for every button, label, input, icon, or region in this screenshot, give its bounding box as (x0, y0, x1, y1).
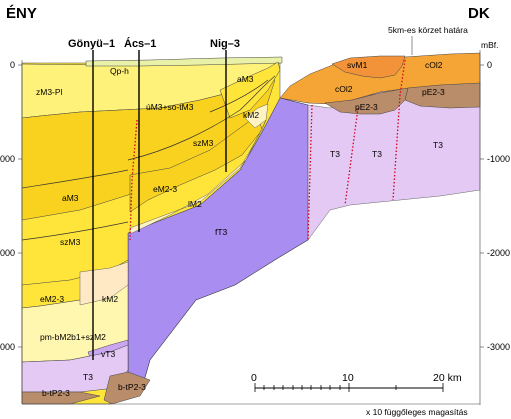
lm2-body (129, 119, 267, 235)
scale-label-20: 20 km (433, 372, 462, 384)
fault-1 (307, 104, 313, 241)
top-note: 5km-es körzet határa (388, 25, 468, 35)
depth-right-3: -3000 (487, 342, 510, 352)
well-label-nig-3: Nig–3 (210, 38, 240, 50)
unit-svm1: svM1 (347, 60, 368, 70)
scale-label-10: 10 (342, 372, 354, 384)
btp23-mid-body (103, 371, 151, 405)
unit-col2-right: cOl2 (425, 60, 443, 70)
wells (92, 50, 227, 360)
unit-qph: Qp-h (110, 66, 129, 76)
svm1-body (331, 55, 406, 79)
km2-top-body (244, 103, 269, 129)
datum-label: mBf. (481, 40, 498, 50)
unit-km2-top: kM2 (243, 110, 259, 120)
am3-top-body (219, 61, 281, 119)
unit-em23-left: eM2-3 (40, 294, 64, 304)
unit-szm3-left: szM3 (60, 237, 81, 247)
unit-pe23-right: pE2-3 (422, 87, 445, 97)
unit-t3-a: T3 (330, 149, 340, 159)
fault-2 (344, 107, 359, 206)
scale-label-0: 0 (251, 372, 257, 384)
depth-left-1: -1000 (0, 154, 15, 164)
unit-am3-left: aM3 (62, 193, 79, 203)
well-label-acs-1: Ács–1 (124, 37, 156, 50)
faults (129, 59, 406, 241)
well-label-gonyu-1: Gönyü–1 (68, 38, 115, 50)
unit-ft3: fT3 (215, 227, 228, 237)
unit-t3-b: T3 (372, 149, 382, 159)
km2-left-body (79, 261, 129, 306)
unit-am3-top: aM3 (237, 74, 254, 84)
unit-szm3-top: szM3 (193, 138, 214, 148)
corner-right: DK (468, 5, 490, 22)
unit-em23-top: eM2-3 (153, 184, 177, 194)
unit-col2-mid: cOl2 (335, 84, 353, 94)
unit-zm3pl: zM3-Pl (36, 87, 63, 97)
unit-um3sotm3: úM3+so-tM3 (146, 102, 194, 112)
pe23-mid-body (324, 87, 409, 115)
depth-tick-marks (18, 64, 484, 348)
frame (21, 36, 481, 405)
depth-left-3: -3000 (0, 342, 15, 352)
unit-pe23-mid: pE2-3 (355, 102, 378, 112)
depth-left-2: -2000 (0, 248, 15, 258)
unit-lm2: lM2 (188, 199, 202, 209)
depth-right-1: -1000 (487, 154, 510, 164)
fault-acs (129, 119, 138, 241)
pe23-right-body (404, 82, 481, 109)
unit-km2-left: kM2 (102, 294, 118, 304)
layer-boundaries (21, 75, 276, 241)
unit-btp23-left: b-tP2-3 (42, 388, 70, 398)
unit-t3-c: T3 (433, 140, 443, 150)
unit-btp23-mid: b-tP2-3 (118, 382, 146, 392)
em23-top-body (129, 114, 263, 213)
depth-right-2: -2000 (487, 248, 510, 258)
fault-3 (392, 59, 406, 201)
qph-body (85, 56, 283, 67)
depth-right-0: 0 (487, 60, 492, 70)
corner-left: ÉNY (6, 5, 37, 22)
strata (21, 52, 481, 405)
unit-labels: Qp-h zM3-Pl úM3+so-tM3 aM3 kM2 szM3 eM2-… (36, 60, 445, 398)
unit-pmbm2b1szm2: pm-bM2b1+szM2 (40, 332, 106, 342)
unit-t3-left: T3 (83, 372, 93, 382)
depth-left-0: 0 (10, 60, 15, 70)
unit-vt3: vT3 (101, 349, 115, 359)
exaggeration-note: x 10 függőleges magasítás (366, 407, 468, 417)
scale-bar: 0 10 20 km (251, 372, 462, 392)
szm3-mid-body (21, 73, 276, 221)
